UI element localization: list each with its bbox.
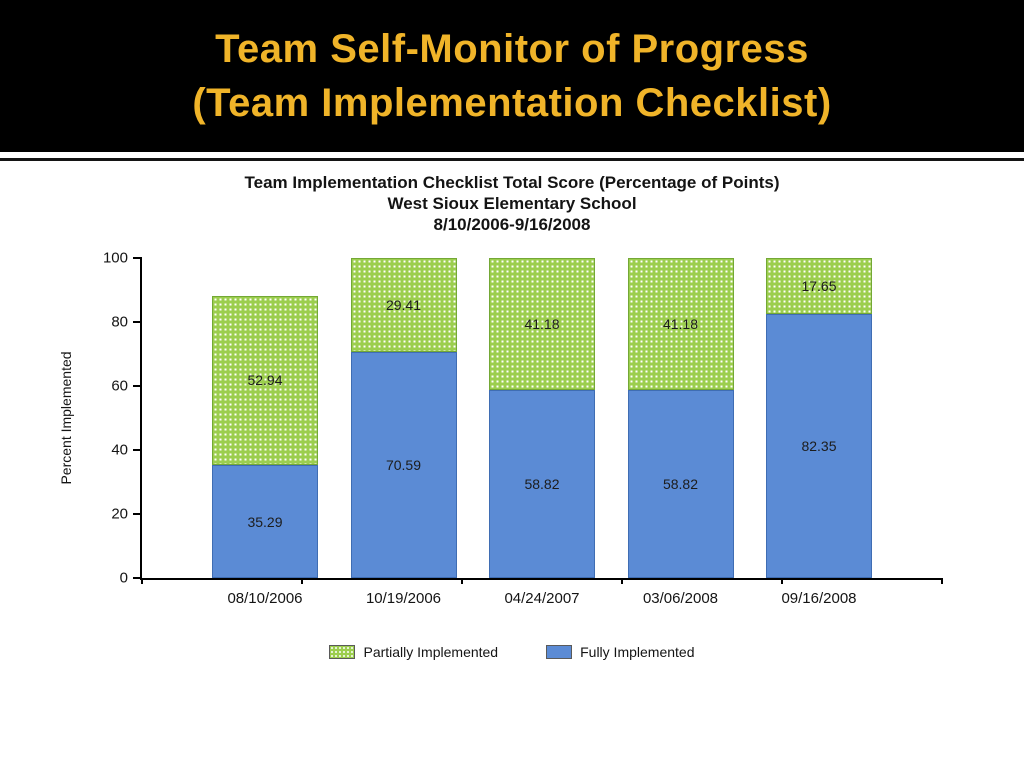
y-tick-label: 80: [111, 313, 128, 331]
legend-item-fully-implemented: Fully Implemented: [546, 644, 695, 660]
segment-value-label: 58.82: [662, 475, 699, 492]
y-axis-title: Percent Implemented: [58, 351, 74, 485]
chart-legend: Partially Implemented Fully Implemented: [0, 644, 1024, 660]
chart-title-line-1: Team Implementation Checklist Total Scor…: [244, 173, 780, 192]
y-tick-label: 40: [111, 441, 128, 459]
stacked-bar: 52.94 35.29: [212, 295, 318, 578]
x-tick-mark: [461, 578, 463, 584]
y-tick-label: 60: [111, 377, 128, 395]
segment-partially-implemented: 41.18: [627, 258, 734, 390]
segment-fully-implemented: 82.35: [766, 314, 872, 578]
chart-title-line-2: West Sioux Elementary School: [387, 194, 637, 213]
legend-label-fully-implemented: Fully Implemented: [580, 644, 695, 660]
segment-fully-implemented: 58.82: [627, 389, 734, 578]
slide-title-line-1: Team Self-Monitor of Progress: [215, 27, 809, 71]
chart-title: Team Implementation Checklist Total Scor…: [0, 172, 1024, 235]
plot-area: 0 20 40 60 80 100 52.94 35.29 29.41 70.59 41.18 58…: [103, 250, 943, 607]
x-tick-mark: [141, 578, 143, 584]
stacked-bar: 41.18 58.82: [627, 258, 734, 578]
bars-container: 52.94 35.29 29.41 70.59 41.18 58.82 41.18 58.82…: [142, 258, 942, 578]
slide-title-line-2: (Team Implementation Checklist): [192, 81, 832, 125]
slide-header: Team Self-Monitor of Progress (Team Impl…: [0, 0, 1024, 152]
segment-value-label: 52.94: [247, 372, 283, 389]
y-tick-mark: [133, 577, 142, 579]
segment-value-label: 35.29: [247, 513, 283, 530]
segment-partially-implemented: 29.41: [350, 258, 457, 353]
legend-swatch-green-dotted-icon: [329, 645, 356, 659]
segment-fully-implemented: 58.82: [489, 389, 595, 578]
segment-partially-implemented: 17.65: [766, 258, 872, 315]
y-tick-mark: [133, 449, 142, 451]
y-axis: 0 20 40 60 80 100: [103, 250, 942, 587]
x-category-label: 08/10/2006: [227, 590, 303, 607]
segment-value-label: 41.18: [662, 315, 699, 332]
segment-value-label: 29.41: [385, 297, 422, 314]
header-divider: [0, 158, 1024, 161]
segment-value-label: 70.59: [385, 457, 422, 474]
y-tick-mark: [133, 257, 142, 259]
x-category-label: 09/16/2008: [781, 590, 857, 607]
y-tick-label: 0: [119, 569, 128, 587]
x-category-label: 03/06/2008: [642, 590, 719, 607]
stacked-bar: 17.65 82.35: [766, 258, 872, 578]
legend-label-partially-implemented: Partially Implemented: [363, 644, 499, 660]
x-tick-mark: [781, 578, 783, 584]
segment-value-label: 41.18: [524, 315, 560, 332]
x-category-label: 04/24/2007: [504, 590, 580, 607]
segment-value-label: 17.65: [801, 278, 837, 295]
y-tick-mark: [133, 513, 142, 515]
y-tick-mark: [133, 321, 142, 323]
legend-swatch-blue-icon: [546, 645, 573, 659]
stacked-bar: 29.41 70.59: [350, 258, 457, 578]
x-axis-labels: 08/10/2006 10/19/2006 04/24/2007 03/06/2008…: [142, 590, 942, 607]
segment-value-label: 58.82: [524, 475, 560, 492]
x-tick-mark: [621, 578, 623, 584]
chart-title-line-3: 8/10/2006-9/16/2008: [433, 215, 591, 234]
segment-partially-implemented: 41.18: [489, 258, 595, 390]
stacked-bar: 41.18 58.82: [489, 258, 595, 578]
segment-fully-implemented: 70.59: [350, 352, 457, 578]
x-category-label: 10/19/2006: [365, 590, 442, 607]
y-tick-label: 20: [111, 505, 128, 523]
y-tick-mark: [133, 385, 142, 387]
y-tick-label: 100: [102, 249, 128, 267]
segment-fully-implemented: 35.29: [212, 465, 318, 578]
x-tick-mark: [941, 578, 943, 584]
legend-item-partially-implemented: Partially Implemented: [329, 644, 498, 660]
x-tick-mark: [301, 578, 303, 584]
segment-partially-implemented: 52.94: [212, 295, 318, 466]
segment-value-label: 82.35: [801, 438, 837, 455]
